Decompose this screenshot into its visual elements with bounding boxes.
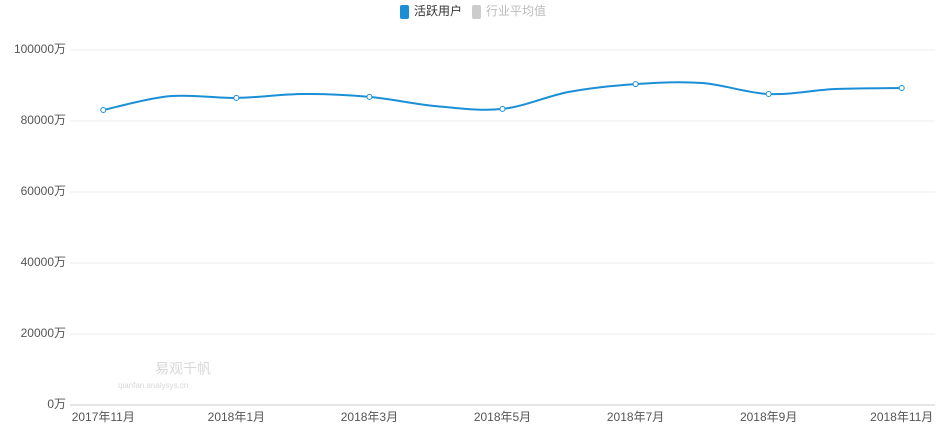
y-tick-label: 0万 — [47, 397, 66, 411]
point — [632, 81, 639, 88]
legend-swatch[interactable] — [472, 5, 482, 19]
x-tick-label: 2017年11月 — [72, 410, 135, 424]
y-tick-label: 60000万 — [21, 184, 66, 198]
point — [100, 106, 107, 113]
legend-swatch[interactable] — [400, 5, 409, 19]
point — [499, 105, 506, 112]
point — [366, 93, 373, 100]
point — [765, 91, 772, 98]
y-tick-label: 20000万 — [21, 326, 66, 340]
x-tick-label: 2018年9月 — [740, 410, 797, 424]
y-tick-label: 100000万 — [14, 42, 66, 56]
legend-label[interactable]: 行业平均值 — [486, 3, 546, 18]
legend-label[interactable]: 活跃用户 — [414, 3, 462, 18]
watermark-subtitle: qianfan.analysys.cn — [118, 381, 188, 390]
x-tick-label: 2018年3月 — [341, 410, 398, 424]
x-tick-label: 2018年7月 — [607, 410, 664, 424]
y-tick-label: 80000万 — [21, 113, 66, 127]
watermark-title: 易观千帆 — [155, 361, 211, 377]
point — [233, 94, 240, 101]
line — [103, 81, 902, 111]
x-tick-label: 2018年1月 — [208, 410, 265, 424]
point — [898, 84, 905, 91]
x-tick-label: 2018年11月 — [870, 410, 933, 424]
y-tick-label: 40000万 — [21, 255, 66, 269]
x-tick-label: 2018年5月 — [474, 410, 531, 424]
